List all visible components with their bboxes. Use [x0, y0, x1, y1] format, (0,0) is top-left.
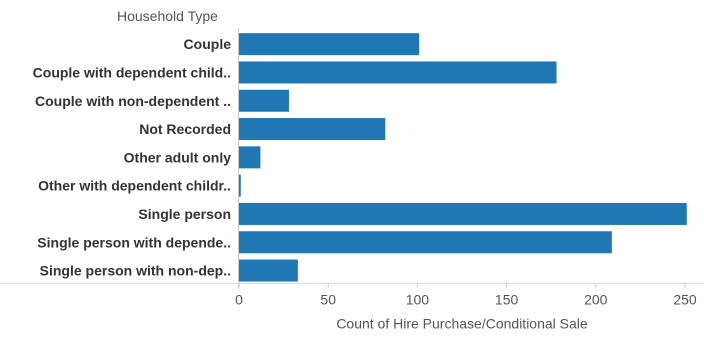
- bar[interactable]: [239, 202, 687, 225]
- row-header-title: Household Type: [117, 8, 218, 24]
- x-tick-label: 250: [673, 292, 697, 308]
- x-tick-label: 150: [495, 292, 519, 308]
- category-label: Other with dependent childr..: [38, 178, 231, 194]
- category-rows: Couple Couple with dependent child.. Coupl…: [33, 33, 687, 282]
- category-label: Single person with non-dep..: [40, 263, 231, 279]
- x-tick-label: 50: [320, 292, 336, 308]
- bar[interactable]: [239, 259, 298, 282]
- category-label: Couple with non-dependent ..: [35, 93, 231, 109]
- x-tick-label: 200: [584, 292, 608, 308]
- category-label: Single person with depende..: [37, 234, 231, 250]
- bar[interactable]: [239, 89, 289, 112]
- bar[interactable]: [239, 33, 420, 56]
- bar[interactable]: [239, 174, 241, 197]
- bar[interactable]: [239, 146, 261, 169]
- bar[interactable]: [239, 231, 612, 254]
- x-axis-ticks: 0 50 100 150 200 250: [235, 282, 697, 308]
- category-label: Couple: [184, 36, 232, 52]
- bar[interactable]: [239, 118, 386, 141]
- category-label: Single person: [138, 206, 231, 222]
- category-label: Couple with dependent child..: [33, 64, 231, 80]
- category-label: Not Recorded: [139, 121, 231, 137]
- x-tick-label: 100: [406, 292, 430, 308]
- x-tick-label: 0: [235, 292, 243, 308]
- bar[interactable]: [239, 61, 557, 84]
- category-label: Other adult only: [124, 149, 232, 165]
- x-axis-title: Count of Hire Purchase/Conditional Sale: [336, 316, 588, 332]
